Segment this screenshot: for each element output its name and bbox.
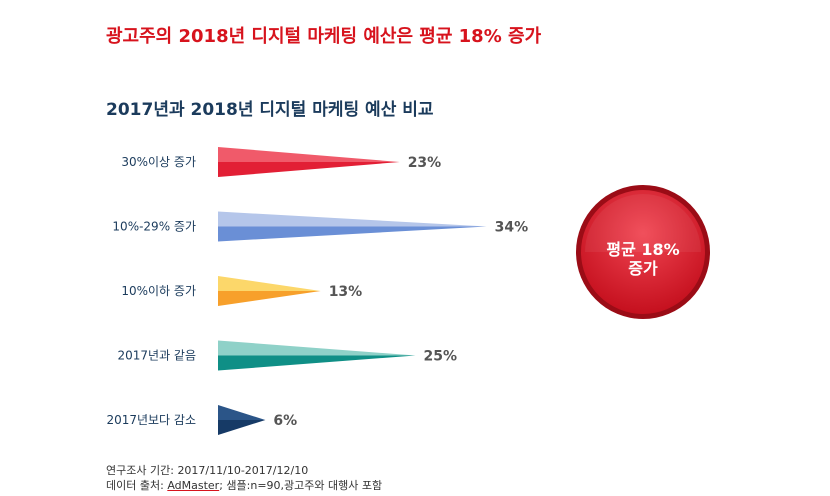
bar-upper bbox=[218, 340, 416, 356]
value-label: 34% bbox=[495, 220, 529, 236]
badge-line2: 증가 bbox=[628, 259, 658, 278]
category-label: 10%이하 증가 bbox=[121, 284, 196, 298]
data-source-label: 데이터 출처: bbox=[106, 479, 164, 492]
category-label: 2017년과 같음 bbox=[117, 349, 196, 363]
survey-period: 연구조사 기간: 2017/11/10-2017/12/10 bbox=[106, 463, 382, 478]
category-label: 2017년보다 감소 bbox=[106, 413, 196, 427]
bar-upper bbox=[218, 276, 321, 291]
badge-text: 평균 18% 증가 bbox=[574, 240, 712, 278]
bar-lower bbox=[218, 291, 321, 306]
bar-lower bbox=[218, 226, 487, 242]
data-source-name: AdMaster bbox=[167, 479, 220, 492]
bar-upper bbox=[218, 405, 266, 420]
bar-upper bbox=[218, 211, 487, 227]
category-label: 10%-29% 증가 bbox=[112, 220, 196, 234]
survey-period-label: 연구조사 기간: bbox=[106, 464, 174, 477]
sample-info: ; 샘플:n=90,광고주와 대행사 포함 bbox=[219, 479, 383, 492]
headline: 광고주의 2018년 디지털 마케팅 예산은 평균 18% 증가 bbox=[106, 26, 542, 47]
value-label: 25% bbox=[424, 349, 458, 365]
category-label: 30%이상 증가 bbox=[121, 155, 196, 169]
badge-line1: 평균 18% bbox=[606, 240, 680, 259]
value-label: 6% bbox=[273, 413, 297, 429]
value-label: 13% bbox=[329, 284, 363, 300]
bar-lower bbox=[218, 162, 400, 177]
bar-lower bbox=[218, 355, 416, 371]
average-increase-badge bbox=[576, 185, 710, 319]
bar-lower bbox=[218, 420, 266, 435]
footnotes: 연구조사 기간: 2017/11/10-2017/12/10 데이터 출처: A… bbox=[106, 463, 382, 493]
chart-title: 2017년과 2018년 디지털 마케팅 예산 비교 bbox=[106, 100, 434, 120]
data-source: 데이터 출처: AdMaster; 샘플:n=90,광고주와 대행사 포함 bbox=[106, 478, 382, 493]
value-label: 23% bbox=[408, 155, 442, 171]
bar-upper bbox=[218, 147, 400, 162]
survey-period-value: 2017/11/10-2017/12/10 bbox=[177, 464, 309, 477]
